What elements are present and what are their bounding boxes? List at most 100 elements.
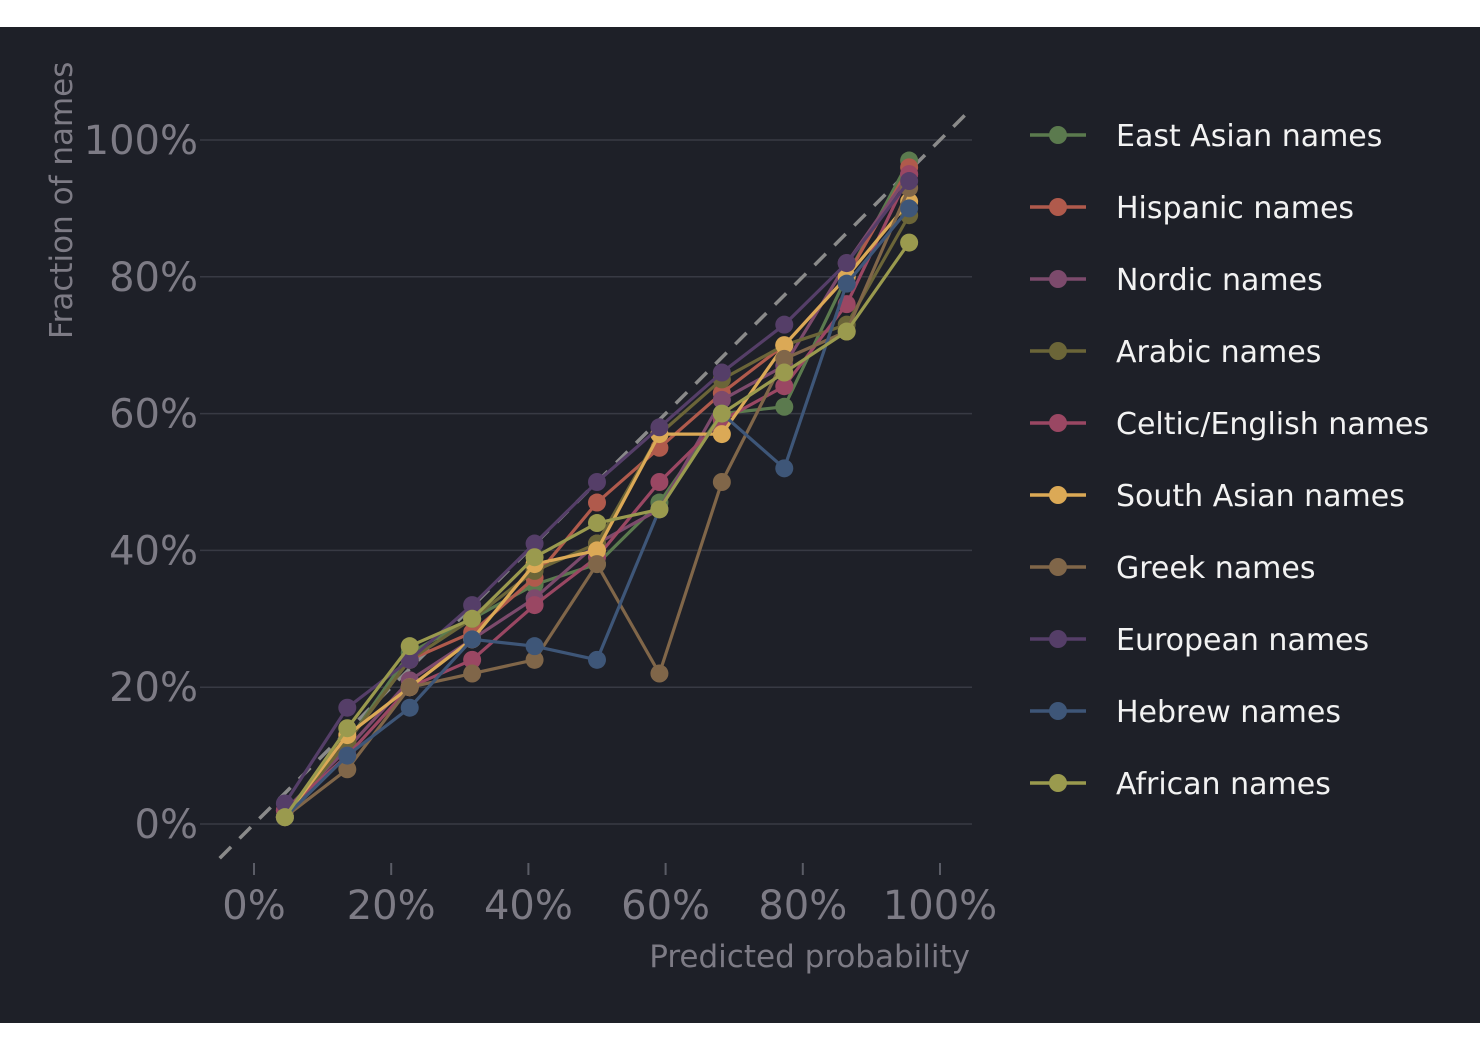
data-point-african-names [400,637,419,656]
data-point-african-names [775,363,794,382]
data-point-european-names [400,650,419,669]
data-point-hebrew-names [463,630,482,649]
data-point-hebrew-names [837,274,856,293]
y-tick-label: 60% [109,392,198,438]
data-point-african-names [588,514,606,533]
legend-swatch-marker [1049,558,1067,576]
data-point-hebrew-names [588,650,606,669]
legend-swatch-marker [1049,630,1067,648]
data-point-greek-names [712,473,731,491]
data-point-greek-names [650,664,669,683]
calibration-chart: 0% 20% 40% 60% 80% 100% 0% 20% 40% 60% 80% 100% Pr… [44,62,1429,975]
x-tick-labels: 0% 20% 40% 60% 80% 100% [222,863,997,929]
data-point-european-names [338,698,357,717]
legend-swatch-marker [1049,486,1067,504]
legend-item-nordic-names: Nordic names [1030,263,1323,298]
legend-swatch-marker [1049,774,1067,792]
data-point-african-names [712,404,731,423]
data-point-south-asian-names [588,541,606,560]
legend-label: European names [1116,623,1369,658]
data-point-european-names [775,315,794,334]
x-tick-label: 80% [758,883,847,929]
x-axis-title: Predicted probability [649,939,970,975]
data-point-hebrew-names [775,459,794,478]
data-point-african-names [837,322,856,341]
data-point-hebrew-names [900,199,919,218]
data-point-south-asian-names [712,425,731,444]
x-tick-label: 40% [484,883,573,929]
data-point-hispanic-names [588,493,606,512]
legend-item-arabic-names: Arabic names [1030,335,1321,370]
legend-item-european-names: European names [1030,623,1369,658]
y-tick-label: 0% [135,802,198,848]
series-hebrew-names [275,199,919,827]
legend-label: Hispanic names [1116,191,1354,226]
data-point-hebrew-names [400,698,419,717]
data-point-celtic-english-names [525,596,544,615]
data-point-european-names [525,534,544,553]
data-point-hebrew-names [338,746,357,765]
data-point-african-names [650,500,669,519]
x-tick-label: 100% [883,883,997,929]
legend-swatch-marker [1049,126,1067,144]
legend-label: South Asian names [1116,479,1405,514]
data-point-african-names [463,609,482,628]
legend-swatch-marker [1049,342,1067,360]
chart-panel: 0% 20% 40% 60% 80% 100% 0% 20% 40% 60% 80% 100% Pr… [0,27,1480,1023]
data-point-celtic-english-names [775,377,794,396]
legend-label: Hebrew names [1116,695,1341,730]
legend-swatch-marker [1049,414,1067,432]
data-point-european-names [650,418,669,437]
data-point-european-names [588,473,606,491]
series-nordic-names [275,165,919,820]
y-tick-label: 80% [109,255,198,301]
y-axis-title: Fraction of names [44,62,80,339]
legend-item-african-names: African names [1030,767,1331,802]
legend-item-hebrew-names: Hebrew names [1030,695,1341,730]
data-point-african-names [900,233,919,252]
data-point-european-names [900,172,919,191]
legend-item-celtic-english-names: Celtic/English names [1030,407,1429,442]
data-point-african-names [338,719,357,738]
y-tick-label: 40% [109,528,198,574]
data-point-hebrew-names [525,637,544,656]
legend-label: Arabic names [1116,335,1321,370]
data-point-greek-names [588,555,606,574]
legend-item-hispanic-names: Hispanic names [1030,191,1354,226]
data-point-celtic-english-names [463,650,482,669]
y-tick-label: 100% [84,118,198,164]
data-point-celtic-english-names [650,473,669,491]
data-point-european-names [837,254,856,273]
legend-label: African names [1116,767,1331,802]
legend-swatch-marker [1049,702,1067,720]
data-point-african-names [275,808,294,827]
legend-item-south-asian-names: South Asian names [1030,479,1405,514]
data-point-greek-names [463,664,482,683]
series-african-names [275,233,919,827]
legend-label: Nordic names [1116,263,1323,298]
legend-swatch-marker [1049,198,1067,216]
legend: East Asian names Hispanic names Nordic nam… [1030,119,1429,802]
legend-swatch-marker [1049,270,1067,288]
legend-label: Celtic/English names [1116,407,1429,442]
y-tick-labels: 0% 20% 40% 60% 80% 100% [84,118,198,848]
legend-item-greek-names: Greek names [1030,551,1315,586]
legend-label: East Asian names [1116,119,1382,154]
data-point-greek-names [525,650,544,669]
x-tick-label: 0% [222,883,285,929]
x-tick-label: 20% [347,883,436,929]
data-point-african-names [525,548,544,567]
data-point-greek-names [338,760,357,779]
data-point-south-asian-names [775,336,794,355]
x-tick-label: 60% [621,883,710,929]
legend-label: Greek names [1116,551,1315,586]
series-line-nordic-names [283,173,911,812]
series-lines [275,151,919,827]
data-point-greek-names [775,349,794,368]
data-point-greek-names [400,678,419,697]
data-point-european-names [463,596,482,615]
data-point-european-names [712,363,731,382]
data-point-nordic-names [712,390,731,409]
legend-item-east-asian-names: East Asian names [1030,119,1382,154]
y-tick-label: 20% [109,665,198,711]
